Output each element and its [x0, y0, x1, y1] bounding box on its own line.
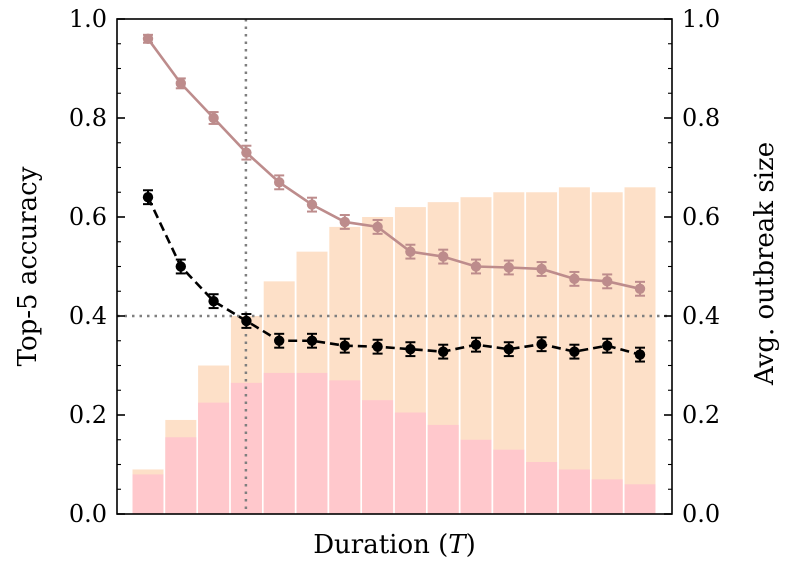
data-point: [372, 341, 383, 352]
y-tick-label-right: 0.4: [682, 302, 720, 330]
bar-inner: [558, 469, 590, 514]
data-point: [569, 346, 580, 357]
data-point: [306, 199, 318, 210]
bar-inner: [526, 462, 558, 514]
data-point: [274, 177, 285, 188]
data-point: [602, 276, 613, 287]
x-axis-title-var: T: [448, 530, 467, 560]
y-axis-title-right: Avg. outbreak size: [750, 142, 780, 386]
bar-total: [526, 192, 558, 514]
y-tick-label-right: 0.6: [682, 203, 720, 231]
data-point: [438, 251, 449, 262]
data-point: [438, 346, 449, 357]
data-point: [175, 261, 186, 272]
y-tick-label-right: 1.0: [682, 5, 720, 33]
bar-inner: [362, 400, 394, 514]
data-point: [339, 340, 350, 351]
y-tick-label-right: 0.0: [682, 500, 720, 528]
x-axis-title: Duration (T): [313, 530, 476, 560]
data-point: [634, 283, 646, 294]
y-tick-label-right: 0.2: [682, 401, 720, 429]
series-line: [146, 38, 641, 291]
data-point: [241, 147, 252, 158]
data-point: [405, 246, 416, 257]
bar-inner: [427, 424, 459, 514]
data-point: [536, 339, 547, 350]
data-point: [372, 221, 383, 233]
data-point: [208, 112, 219, 124]
bar-inner: [624, 484, 656, 514]
data-point: [142, 33, 154, 44]
bar-inner: [460, 439, 492, 514]
data-point: [536, 263, 547, 275]
data-point: [569, 273, 580, 285]
bar-inner: [165, 437, 197, 514]
y-tick-label-left: 0.4: [69, 302, 107, 330]
y-tick-label-left: 0.6: [69, 203, 107, 231]
y-tick-label-right: 0.8: [682, 104, 720, 132]
data-point: [503, 262, 514, 273]
bar-inner: [591, 479, 623, 514]
reference-lines: [117, 19, 672, 514]
data-point: [306, 335, 318, 346]
data-point: [241, 315, 252, 327]
data-point: [470, 339, 482, 350]
data-point: [503, 343, 514, 355]
bar-inner: [132, 474, 164, 514]
bar-inner: [263, 372, 295, 514]
y-tick-label-left: 0.2: [69, 401, 107, 429]
bar-inner: [394, 412, 426, 514]
data-point: [339, 216, 350, 228]
data-point: [208, 295, 219, 307]
bar-inner: [329, 380, 361, 514]
bars-layer: [132, 187, 656, 515]
y-tick-label-left: 1.0: [69, 5, 107, 33]
y-axis-title-left: Top-5 accuracy: [13, 166, 43, 366]
data-point: [274, 335, 285, 346]
series-line: [146, 196, 641, 356]
data-point: [470, 261, 482, 272]
bar-inner: [493, 449, 525, 514]
y-tick-label-left: 0.8: [69, 104, 107, 132]
series-layer: [142, 33, 646, 363]
y-tick-label-left: 0.0: [69, 500, 107, 528]
data-point: [634, 349, 646, 360]
data-point: [405, 343, 416, 355]
x-axis-title-suffix: ): [466, 530, 476, 560]
data-point: [142, 192, 154, 203]
data-point: [602, 340, 613, 351]
data-point: [175, 78, 186, 89]
x-axis-title-prefix: Duration (: [313, 530, 448, 560]
ticks-layer: 0.0 0.0 0.2 0.2 0.4 0.4 0.6 0.6 0.8 0.8 1.0 1.0: [69, 5, 720, 528]
bar-inner: [296, 372, 328, 514]
bar-inner: [198, 402, 230, 514]
